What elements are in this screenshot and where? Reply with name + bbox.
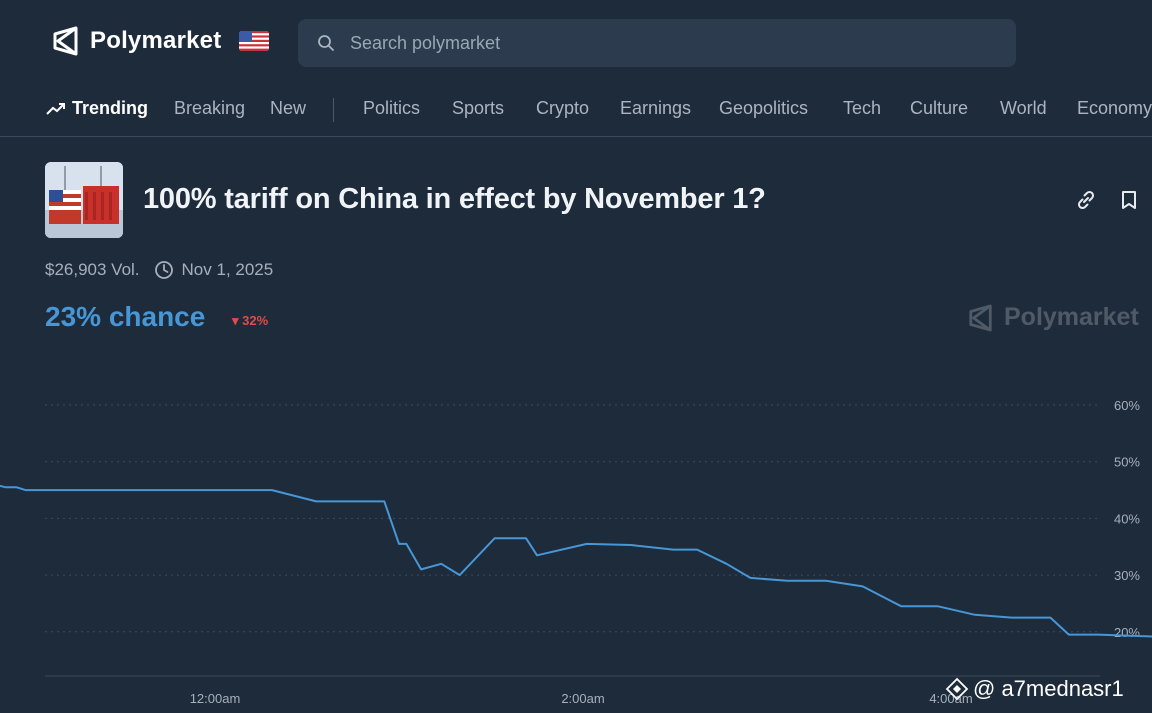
link-icon[interactable] <box>1075 189 1097 211</box>
watermark-text: Polymarket <box>1004 303 1139 331</box>
nav-item-sports[interactable]: Sports <box>452 98 505 118</box>
chance-value: 23% chance <box>45 301 206 332</box>
clock-icon <box>154 261 173 279</box>
diamond-icon <box>945 677 969 701</box>
change-value: 32% <box>242 313 269 328</box>
nav-divider <box>333 98 334 122</box>
bookmark-icon[interactable] <box>1118 189 1140 211</box>
credit-text: @ a7mednasr1 <box>973 676 1124 701</box>
nav-item-world[interactable]: World <box>1000 98 1047 118</box>
nav-item-breaking[interactable]: Breaking <box>174 98 246 118</box>
nav-item-geopolitics[interactable]: Geopolitics <box>719 98 809 118</box>
top-bar: Polymarket <box>0 0 1152 86</box>
brand-name: Polymarket <box>90 27 222 54</box>
author-credit: @ a7mednasr1 <box>945 676 1124 702</box>
search-bar[interactable] <box>298 18 1016 68</box>
change-badge: ▾ 32% <box>232 313 268 329</box>
y-tick-label: 30% <box>1114 568 1140 583</box>
chart-watermark: Polymarket <box>968 303 1139 332</box>
nav-item-earnings[interactable]: Earnings <box>620 98 692 118</box>
nav-item-economy[interactable]: Economy <box>1077 98 1152 118</box>
x-tick-label: 12:00am <box>190 691 241 706</box>
nav-item-politics[interactable]: Politics <box>363 98 421 118</box>
polymarket-watermark-icon <box>969 304 992 331</box>
market-image <box>45 162 123 238</box>
price-chart[interactable]: 60%50%40%30%20% 12:00am2:00am4:00am6:00a… <box>0 360 1152 713</box>
y-axis: 60% 50% 40% 30% 20% <box>1114 398 1140 640</box>
end-date-label: Nov 1, 2025 <box>181 260 274 279</box>
y-tick-label: 40% <box>1114 511 1140 526</box>
polymarket-logo-icon <box>53 26 78 56</box>
trending-icon <box>46 103 65 115</box>
y-tick-label: 60% <box>1114 398 1140 413</box>
down-arrow-icon: ▾ <box>232 313 239 328</box>
brand-logo[interactable]: Polymarket <box>52 26 270 56</box>
x-tick-label: 2:00am <box>561 691 604 706</box>
series-line <box>0 484 1152 638</box>
nav-item-tech[interactable]: Tech <box>843 98 882 118</box>
nav-item-new[interactable]: New <box>270 98 307 118</box>
category-nav: Trending Breaking New Politics Sports Cr… <box>0 86 1152 137</box>
chart-grid <box>45 404 1100 633</box>
search-icon <box>318 35 334 51</box>
y-tick-label: 50% <box>1114 455 1140 470</box>
nav-item-culture[interactable]: Culture <box>910 98 969 118</box>
us-flag-icon[interactable] <box>239 31 270 51</box>
volume-label: $26,903 Vol. <box>45 260 140 279</box>
market-title: 100% tariff on China in effect by Novemb… <box>143 183 766 215</box>
nav-item-crypto[interactable]: Crypto <box>536 98 590 118</box>
market-meta: $26,903 Vol. Nov 1, 2025 <box>45 260 273 280</box>
search-input[interactable] <box>336 18 1016 68</box>
y-tick-label: 20% <box>1114 625 1140 640</box>
nav-item-trending[interactable]: Trending <box>46 98 148 119</box>
